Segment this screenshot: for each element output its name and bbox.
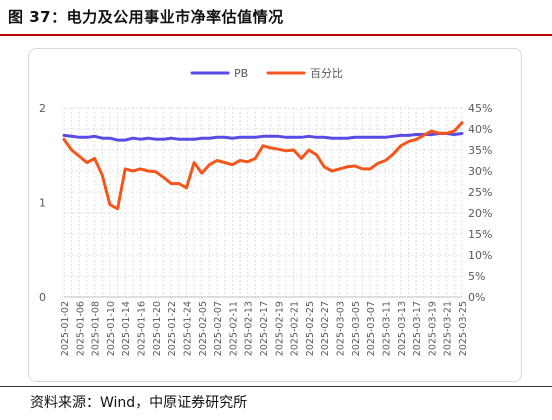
legend-label: PB	[234, 67, 248, 80]
x-tick-label: 2025-02-11	[228, 301, 239, 356]
right-axis-ticks: 0% 5% 10% 15% 20% 25% 30% 35% 40% 45%	[468, 102, 492, 304]
series	[62, 121, 464, 211]
x-tick-label: 2025-03-07	[366, 301, 377, 356]
x-tick-label: 2025-01-16	[137, 301, 148, 356]
x-tick-label: 2025-02-07	[213, 301, 224, 356]
x-tick-label: 2025-01-08	[91, 301, 102, 356]
x-tick-label: 2025-03-05	[351, 301, 362, 356]
title-rule	[0, 34, 552, 36]
right-tick-label: 15%	[468, 228, 492, 241]
right-tick-label: 10%	[468, 249, 492, 262]
left-tick-label: 1	[39, 197, 46, 210]
left-axis-ticks: 0 1 2	[39, 102, 46, 304]
left-tick-label: 0	[39, 291, 46, 304]
right-tick-label: 45%	[468, 102, 492, 115]
x-tick-label: 2025-01-06	[75, 301, 86, 356]
source-note: 资料来源：Wind，中原证券研究所	[30, 395, 248, 411]
x-tick-label: 2025-01-20	[152, 301, 163, 356]
x-tick-label: 2025-02-13	[244, 301, 255, 356]
x-tick-label: 2025-02-21	[290, 301, 301, 356]
percentile-series-line	[62, 121, 464, 211]
right-tick-label: 0%	[468, 291, 485, 304]
pb-series-line	[62, 132, 464, 142]
right-tick-label: 40%	[468, 123, 492, 136]
x-tick-label: 2025-01-24	[182, 301, 193, 356]
x-tick-label: 2025-03-21	[443, 301, 454, 356]
right-tick-label: 30%	[468, 165, 492, 178]
x-tick-label: 2025-02-19	[274, 301, 285, 356]
chart-frame	[28, 48, 522, 382]
x-tick-label: 2025-03-25	[458, 301, 469, 356]
x-tick-label: 2025-03-17	[412, 301, 423, 356]
x-tick-label: 2025-01-10	[106, 301, 117, 356]
left-tick-label: 2	[39, 102, 46, 115]
right-tick-label: 25%	[468, 186, 492, 199]
x-tick-label: 2025-02-27	[320, 301, 331, 356]
right-tick-label: 20%	[468, 207, 492, 220]
x-tick-label: 2025-01-14	[121, 301, 132, 356]
right-tick-label: 5%	[468, 270, 485, 283]
right-tick-label: 35%	[468, 144, 492, 157]
x-tick-label: 2025-01-02	[60, 301, 71, 356]
x-tick-label: 2025-03-11	[381, 301, 392, 356]
legend-label: 百分比	[310, 67, 343, 80]
x-tick-label: 2025-02-05	[198, 301, 209, 356]
bottom-rule	[0, 386, 552, 387]
x-tick-label: 2025-01-22	[167, 301, 178, 356]
figure-title: 图 37：电力及公用事业市净率估值情况	[8, 8, 284, 26]
grid	[63, 107, 463, 298]
x-tick-label: 2025-03-13	[397, 301, 408, 356]
x-tick-label: 2025-03-03	[336, 301, 347, 356]
x-tick-label: 2025-03-19	[427, 301, 438, 356]
x-tick-label: 2025-02-25	[305, 301, 316, 356]
x-axis-ticks: 2025-01-02 2025-01-06 2025-01-08 2025-01-10…	[60, 301, 469, 356]
legend: PB 百分比	[190, 67, 343, 80]
x-tick-label: 2025-02-17	[259, 301, 270, 356]
